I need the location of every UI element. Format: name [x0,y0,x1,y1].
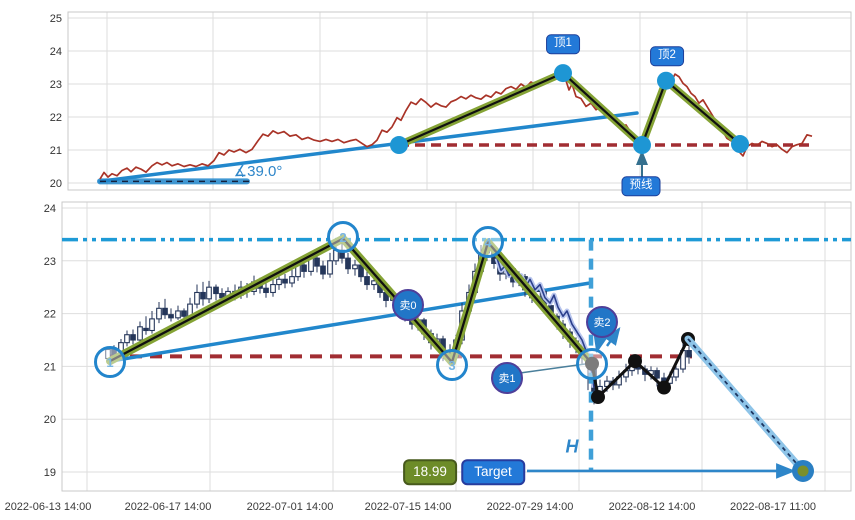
bottom-ytick: 22 [44,309,56,321]
x-axis-label: 2022-06-13 14:00 [4,501,92,513]
candle-body [673,368,679,378]
top-pivot-dot [731,135,749,154]
x-axis-label: 2022-06-17 14:00 [124,501,212,513]
candle-body [327,260,333,275]
candle-body [137,326,143,341]
bottom-ytick: 21 [44,361,56,373]
candle-body [654,370,660,379]
projection-line-dashes [687,338,804,472]
candle-body [314,257,320,267]
candle-body [270,284,276,294]
candle-body [276,278,282,286]
candle-body [320,265,326,275]
actual-path-dot [591,390,605,405]
top-ytick: 25 [50,13,62,25]
top-trend-line [98,111,639,184]
pivot-circle-1[interactable]: 1 [94,346,126,379]
x-axis-label: 2022-07-01 14:00 [246,501,334,513]
candle-body [364,276,370,286]
sell-badge-0[interactable]: 卖0 [392,289,424,321]
pivot-circle-2[interactable]: 2 [327,221,359,254]
top-close-price-line [99,73,813,180]
sell-badge-1[interactable]: 卖1 [491,362,523,394]
candle-body [200,291,206,300]
target-end-dot-inner [797,465,809,477]
top-pivot-dot [390,136,408,155]
candle-body [282,278,288,284]
pivot-circle-5[interactable] [576,347,608,380]
candle-body [149,318,155,332]
pivot-circle-4[interactable]: 4 [472,226,504,259]
angle-label: ∡39.0° [233,163,283,180]
bottom-trend-line [108,281,592,363]
top-pivot-dot [657,71,675,90]
annotation-forecast-line[interactable]: 预线 [621,176,661,196]
candle-body [124,334,130,344]
candle-body [206,286,212,300]
candle-body [352,264,358,270]
actual-path-dot [657,380,671,395]
target-label-box[interactable]: Target [461,459,525,485]
top-pivot-dot [633,136,651,155]
candle-body [168,314,174,319]
sell-badge-2[interactable]: 卖2 [586,306,618,338]
x-axis-label: 2022-08-12 14:00 [608,501,696,513]
bottom-ytick: 20 [44,414,56,426]
top-ytick: 24 [50,46,62,58]
pivot-circle-3[interactable]: 3 [436,349,468,382]
x-axis-label: 2022-07-15 14:00 [364,501,452,513]
top-plot-border [67,11,852,191]
candle-body [175,310,181,319]
sell1-leader-line [519,363,586,374]
annotation-top1[interactable]: 顶1 [546,34,580,54]
bottom-plot-border [61,201,852,492]
top-ytick: 21 [50,145,62,157]
bottom-ytick: 24 [44,203,56,215]
candle-body [143,327,149,332]
candle-body [263,287,269,294]
candle-body [181,310,187,317]
x-axis-label: 2022-08-17 11:00 [729,501,817,513]
candle-body [130,334,136,341]
bottom-ytick: 23 [44,256,56,268]
top-ytick: 23 [50,79,62,91]
top-plot-area [68,12,851,190]
small-pointer-arrow [604,327,621,347]
top-ytick: 20 [50,178,62,190]
x-axis-label: 2022-07-29 14:00 [486,501,574,513]
candle-body [371,280,377,286]
candle-body [194,291,200,305]
candle-body [686,350,692,358]
candle-body [301,264,307,272]
target-price-box[interactable]: 18.99 [403,459,457,485]
candle-body [289,276,295,284]
candle-body [213,286,219,295]
top-ytick: 22 [50,112,62,124]
height-label: H [565,436,579,457]
annotation-top2[interactable]: 顶2 [650,46,684,66]
candle-body [345,257,351,270]
bottom-ytick: 19 [44,467,56,479]
actual-path-dot [628,354,642,369]
top-pivot-dot [554,64,572,83]
candle-body [156,307,162,320]
candle-body [162,307,168,316]
